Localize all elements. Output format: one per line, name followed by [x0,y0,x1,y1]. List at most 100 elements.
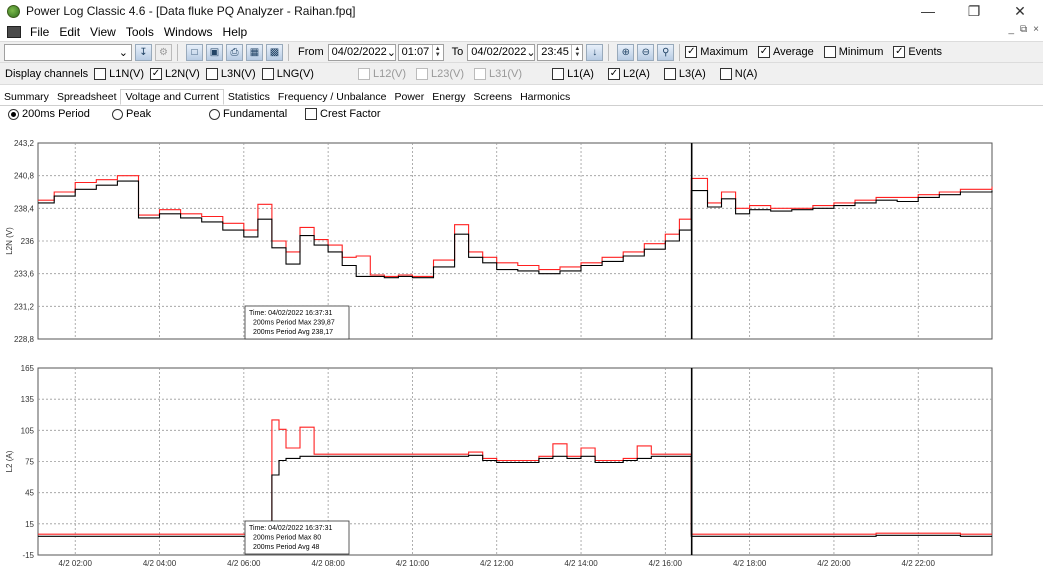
menu-file[interactable]: File [30,24,50,39]
from-date-select[interactable]: 04/02/2022 ⌄ [327,43,396,61]
checkbox-icon: ✓ [893,46,906,58]
tab-spreadsheet[interactable]: Spreadsheet [56,91,117,103]
to-time-spinner[interactable]: 23:45 ▲ ▼ [537,43,584,61]
channel-label: L3N(V) [220,67,256,80]
checkbox-icon [94,67,107,80]
mdi-restore-button[interactable]: ⧉ [1020,24,1028,35]
avg-series-line [38,180,993,279]
events-label: Events [908,46,943,58]
import-icon[interactable]: ↧ [135,43,152,61]
tab-summary[interactable]: Summary [4,91,49,103]
channel-label: N(A) [734,67,758,80]
measurement-mode-bar: 200ms Period Peak Fundamental Crest Fact… [0,106,1043,122]
tooltip-line: 200ms Period Max 239,87 [253,320,335,327]
report-icon[interactable]: ▦ [246,43,263,61]
radio-peak[interactable]: Peak [112,108,151,120]
minimum-checkbox[interactable]: Minimum [823,46,884,58]
channel-l23-checkbox: L23(V) [416,67,464,80]
tab-harmonics[interactable]: Harmonics [520,91,571,103]
y-tick-label: 238,4 [14,204,35,213]
y-tick-label: 135 [21,395,35,404]
channel-l1n-checkbox[interactable]: L1N(V) [94,67,144,80]
menu-windows[interactable]: Windows [163,24,213,39]
menu-tools[interactable]: Tools [125,24,154,39]
channel-l2a-checkbox[interactable]: ✓ L2(A) [607,67,650,80]
x-tick-label: 4/2 02:00 [59,559,93,568]
menu-view[interactable]: View [90,24,116,39]
channel-l2n-checkbox[interactable]: ✓ L2N(V) [150,67,200,80]
checkbox-icon [416,67,428,80]
tooltip-line: Time: 04/02/2022 16:37:31 [249,525,333,532]
checkbox-icon [357,67,370,80]
channel-label: L2N(V) [165,67,200,80]
channel-lng-checkbox[interactable]: LNG(V) [261,67,314,80]
apply-range-icon[interactable]: ↓ [586,43,604,61]
export-icon[interactable]: ▩ [266,43,283,61]
radio-label: Fundamental [223,108,288,120]
channel-label: L1N(V) [109,67,144,80]
zoom-out-icon[interactable]: ⊖ [637,43,655,61]
tooltip-line: 200ms Period Avg 48 [253,544,320,551]
radio-label: Peak [126,108,152,120]
tab-voltage-and-current[interactable]: Voltage and Current [120,89,224,105]
y-tick-label: 105 [21,426,35,435]
display-channels-label: Display channels [5,67,89,80]
app-logo-icon [7,4,20,18]
profile-select[interactable]: ⌄ [4,43,132,61]
minimize-button[interactable]: — [921,3,935,19]
menu-help[interactable]: Help [222,24,248,39]
menu-edit[interactable]: Edit [59,24,81,39]
radio-200ms-period[interactable]: 200ms Period [8,108,90,120]
voltage-current-charts[interactable]: 243,2 240,8 238,4 236 233,6 231,2 228,8 L2N (V)… [0,125,1043,572]
zoom-in-icon[interactable]: ⊕ [617,43,635,61]
document-menu-icon[interactable] [7,25,21,38]
settings-icon[interactable]: ⚙ [155,43,172,61]
cursor-tooltip [244,520,350,555]
y-tick-label: 236 [21,237,35,246]
radio-fundamental[interactable]: Fundamental [209,108,287,120]
mdi-minimize-button[interactable]: _ [1008,24,1015,35]
channel-l31-checkbox: L31(V) [474,67,522,80]
tab-power[interactable]: Power [394,91,425,103]
average-checkbox[interactable]: ✓ Average [757,46,814,58]
checkbox-icon: ✓ [150,67,162,80]
mdi-close-button[interactable]: × [1033,24,1039,35]
save-icon[interactable]: ▣ [206,43,223,61]
maximum-label: Maximum [700,46,748,58]
from-time-spinner[interactable]: 01:07 ▲ ▼ [397,43,444,61]
tab-screens[interactable]: Screens [473,91,513,103]
minimum-label: Minimum [838,46,884,58]
channel-l3a-checkbox[interactable]: L3(A) [663,67,706,80]
x-tick-label: 4/2 20:00 [817,559,851,568]
print-icon[interactable]: ⎙ [226,43,243,61]
spinner-arrows-icon[interactable]: ▲ ▼ [431,44,443,60]
to-label: To [451,46,464,58]
x-tick-label: 4/2 06:00 [227,559,261,568]
channel-na-checkbox[interactable]: N(A) [719,67,758,80]
channel-l3n-checkbox[interactable]: L3N(V) [205,67,256,80]
checkbox-icon [205,67,218,80]
view-tabs: Summary Spreadsheet Voltage and Current … [0,89,1043,106]
restore-button[interactable]: ❐ [967,2,981,19]
open-icon[interactable]: □ [186,43,203,61]
tooltip-line: 200ms Period Max 80 [253,535,321,542]
maximum-checkbox[interactable]: ✓ Maximum [685,46,748,58]
zoom-reset-icon[interactable]: ⚲ [657,43,675,61]
events-checkbox[interactable]: ✓ Events [893,46,942,58]
to-date-select[interactable]: 04/02/2022 ⌄ [467,43,536,61]
chevron-down-icon: ⌄ [386,46,396,59]
tab-energy[interactable]: Energy [432,91,466,103]
tooltip-line: 200ms Period Avg 238,17 [253,329,333,336]
channel-label: L12(V) [372,67,406,80]
channel-label: LNG(V) [276,67,314,80]
tab-frequency-unbalance[interactable]: Frequency / Unbalance [277,91,387,103]
from-time-value: 01:07 [401,46,430,58]
chart-area: 243,2 240,8 238,4 236 233,6 231,2 228,8 L2N (V)… [0,125,1043,572]
close-button[interactable]: ✕ [1014,2,1026,19]
tab-statistics[interactable]: Statistics [227,91,270,103]
y-axis-label: L2N (V) [5,227,14,255]
spinner-arrows-icon[interactable]: ▲ ▼ [571,44,582,60]
toolbar-separator [608,43,610,61]
crest-factor-checkbox[interactable]: Crest Factor [305,108,381,120]
channel-l1a-checkbox[interactable]: L1(A) [552,67,594,80]
